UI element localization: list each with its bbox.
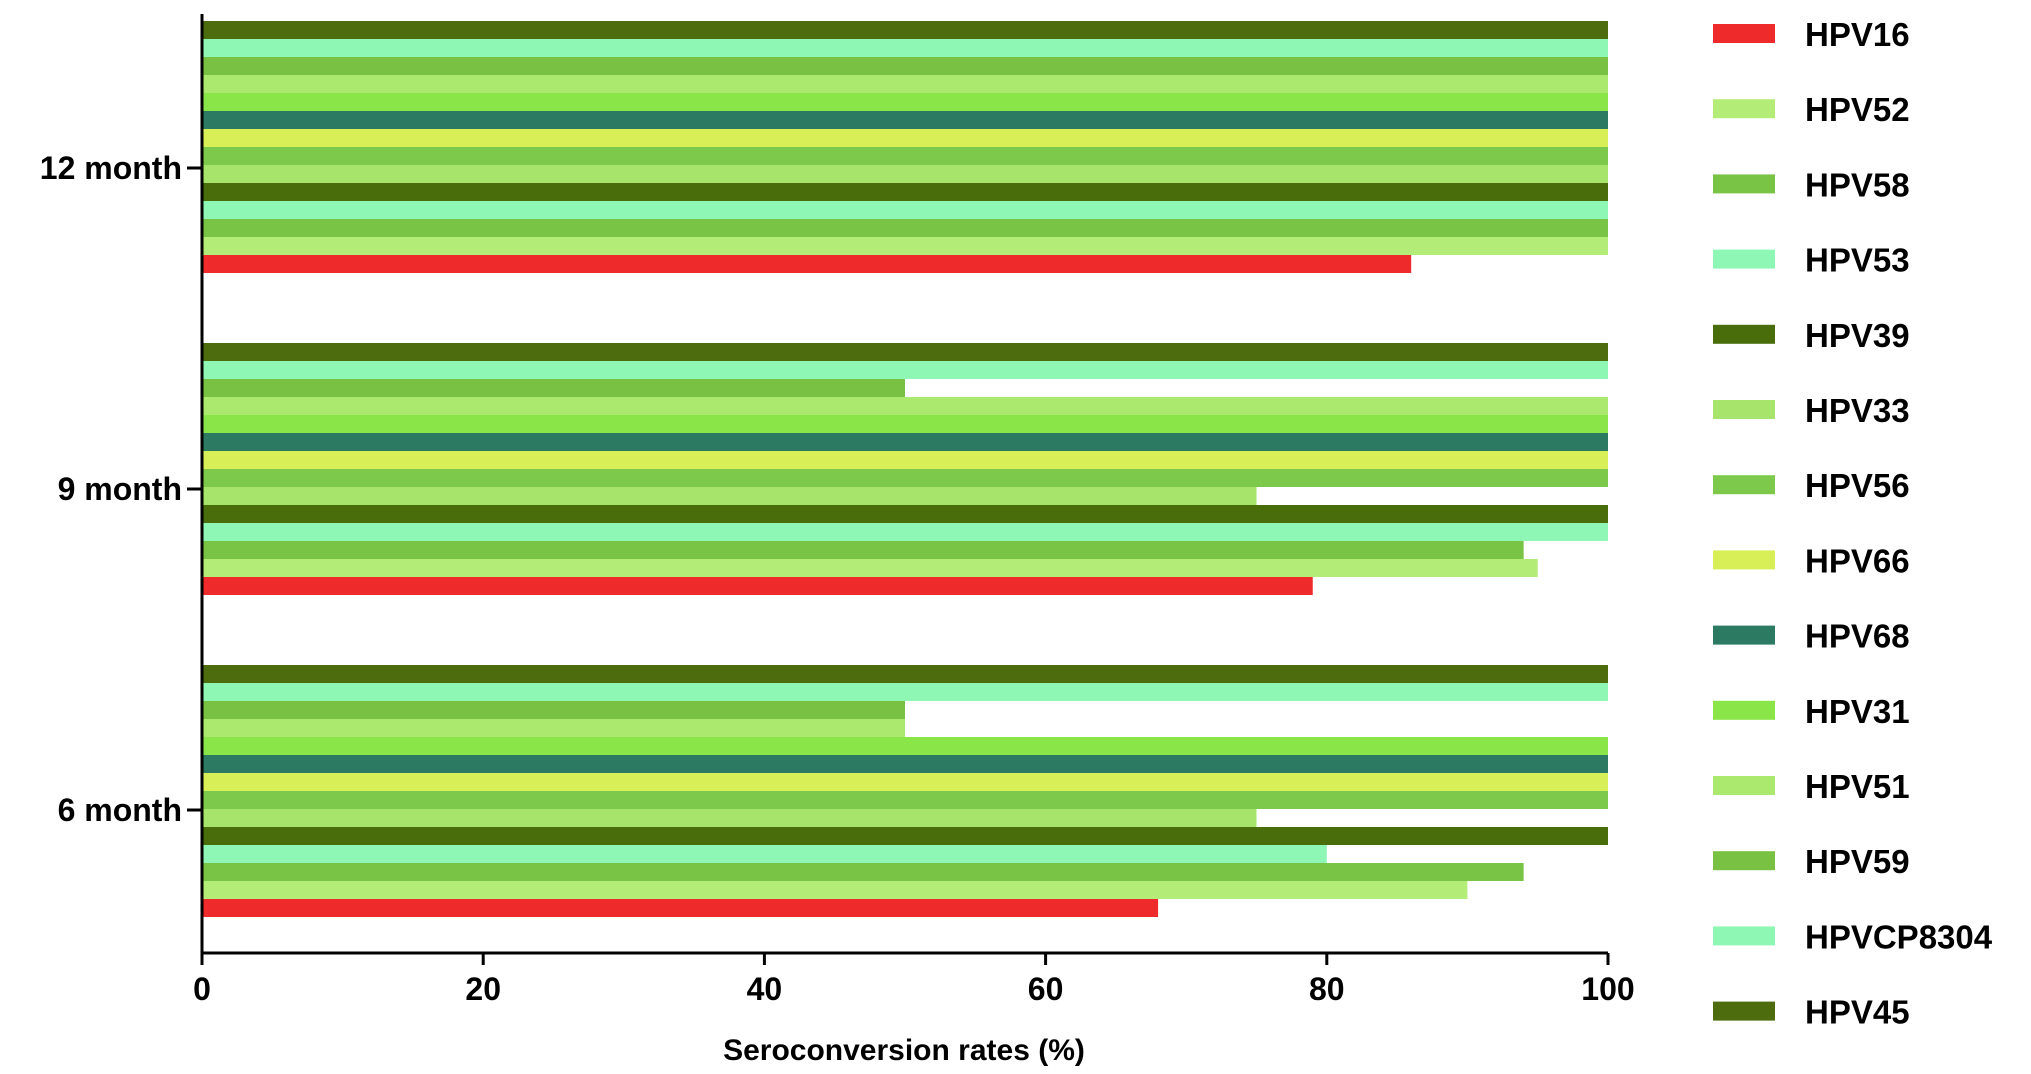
legend-swatch-hpv51 <box>1713 776 1775 795</box>
bar-hpv33-12-month <box>202 165 1608 183</box>
legend-label-hpv39: HPV39 <box>1805 317 1910 354</box>
legend-label-hpv56: HPV56 <box>1805 467 1910 504</box>
bar-hpv56-6-month <box>202 791 1608 809</box>
bar-hpv56-12-month <box>202 147 1608 165</box>
bar-hpv59-9-month <box>202 379 905 397</box>
legend-swatch-hpv52 <box>1713 99 1775 119</box>
bar-hpv66-6-month <box>202 773 1608 791</box>
bar-hpv45-12-month <box>202 21 1608 39</box>
legend-label-hpvcp8304: HPVCP8304 <box>1805 918 1993 955</box>
bar-hpv16-9-month <box>202 577 1313 595</box>
legend-label-hpv68: HPV68 <box>1805 618 1910 655</box>
x-tick-label: 40 <box>747 971 783 1007</box>
bar-hpv58-6-month <box>202 863 1524 881</box>
bar-hpv68-12-month <box>202 111 1608 129</box>
bar-hpv31-12-month <box>202 93 1608 111</box>
bar-hpv66-12-month <box>202 129 1608 147</box>
bar-hpv59-6-month <box>202 701 905 719</box>
legend: HPV16 HPV52 HPV58 HPV53 HPV39 HPV33 HPV56 HPV66… <box>1713 16 1993 1031</box>
bar-hpv39-12-month <box>202 183 1608 201</box>
bar-hpv16-6-month <box>202 899 1159 917</box>
legend-label-hpv51: HPV51 <box>1805 768 1910 805</box>
legend-label-hpv66: HPV66 <box>1805 542 1910 579</box>
bar-hpv53-6-month <box>202 845 1327 863</box>
bar-hpv53-9-month <box>202 523 1608 541</box>
bar-hpv53-12-month <box>202 201 1608 219</box>
axes-layer: 0 20 40 60 80 100 12 month 9 month 6 month Seroco… <box>40 14 1635 1067</box>
x-tick-label: 0 <box>193 971 211 1007</box>
x-axis-label: Seroconversion rates (%) <box>723 1034 1085 1067</box>
category-label: 6 month <box>58 792 182 828</box>
bar-hpv58-9-month <box>202 541 1524 559</box>
bars-layer <box>202 21 1608 917</box>
bar-hpv51-6-month <box>202 719 905 737</box>
bar-hpv58-12-month <box>202 219 1608 237</box>
category-label: 12 month <box>40 150 182 186</box>
bar-hpv45-6-month <box>202 665 1608 683</box>
bar-hpv56-9-month <box>202 469 1608 487</box>
legend-swatch-hpv68 <box>1713 625 1775 645</box>
legend-swatch-hpv56 <box>1713 475 1775 495</box>
legend-label-hpv45: HPV45 <box>1805 994 1910 1031</box>
legend-label-hpv31: HPV31 <box>1805 693 1910 730</box>
bar-hpv39-6-month <box>202 827 1608 845</box>
legend-label-hpv59: HPV59 <box>1805 843 1910 880</box>
category-label: 9 month <box>58 471 182 507</box>
legend-swatch-hpv58 <box>1713 174 1775 194</box>
bar-hpv33-9-month <box>202 487 1257 505</box>
x-tick-label: 20 <box>465 971 501 1007</box>
bar-hpvcp8304-9-month <box>202 361 1608 379</box>
bar-hpv51-9-month <box>202 397 1608 415</box>
legend-label-hpv53: HPV53 <box>1805 242 1910 279</box>
x-tick-label: 60 <box>1028 971 1064 1007</box>
bar-hpv66-9-month <box>202 451 1608 469</box>
x-tick-label: 80 <box>1309 971 1345 1007</box>
legend-swatch-hpv31 <box>1713 700 1775 720</box>
bar-hpv52-6-month <box>202 881 1468 899</box>
legend-swatch-hpv53 <box>1713 249 1775 269</box>
bar-hpv52-12-month <box>202 237 1608 255</box>
legend-swatch-hpv59 <box>1713 851 1775 871</box>
bar-hpvcp8304-6-month <box>202 683 1608 701</box>
bar-hpv39-9-month <box>202 505 1608 523</box>
legend-swatch-hpv39 <box>1713 324 1775 344</box>
bar-hpv31-6-month <box>202 737 1608 755</box>
legend-label-hpv58: HPV58 <box>1805 166 1910 203</box>
legend-swatch-hpv66 <box>1713 550 1775 570</box>
legend-label-hpv16: HPV16 <box>1805 16 1910 53</box>
legend-swatch-hpv45 <box>1713 1001 1775 1021</box>
legend-swatch-hpvcp8304 <box>1713 926 1775 946</box>
legend-swatch-hpv33 <box>1713 400 1775 419</box>
bar-hpv45-9-month <box>202 343 1608 361</box>
bar-hpv59-12-month <box>202 57 1608 75</box>
bar-hpvcp8304-12-month <box>202 39 1608 57</box>
x-tick-label: 100 <box>1581 971 1634 1007</box>
bar-hpv31-9-month <box>202 415 1608 433</box>
bar-hpv68-6-month <box>202 755 1608 773</box>
legend-label-hpv33: HPV33 <box>1805 392 1910 429</box>
legend-swatch-hpv16 <box>1713 24 1775 43</box>
bar-hpv68-9-month <box>202 433 1608 451</box>
bar-hpv16-12-month <box>202 255 1412 273</box>
bar-hpv33-6-month <box>202 809 1257 827</box>
legend-label-hpv52: HPV52 <box>1805 91 1910 128</box>
bar-hpv51-12-month <box>202 75 1608 93</box>
bar-hpv52-9-month <box>202 559 1538 577</box>
